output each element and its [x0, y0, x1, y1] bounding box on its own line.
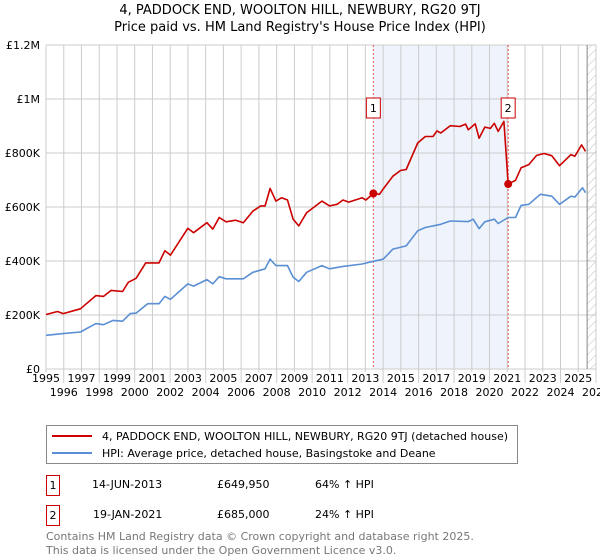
transaction-hpi-change: 24% ↑ HPI — [315, 508, 374, 521]
x-tick-label: 1996 — [50, 386, 78, 399]
transaction-price: £649,950 — [217, 478, 270, 491]
x-tick-label: 2001 — [138, 372, 166, 385]
sale-label: 1 — [370, 102, 377, 115]
sale-point — [504, 180, 513, 189]
x-tick-label: 2003 — [174, 372, 202, 385]
transaction-number: 2 — [46, 505, 60, 526]
legend-blue-line — [52, 452, 92, 454]
x-tick-label: 2002 — [156, 386, 184, 399]
x-tick-label: 2018 — [440, 386, 468, 399]
chart-title: 4, PADDOCK END, WOOLTON HILL, NEWBURY, R… — [119, 3, 481, 18]
sale-point — [369, 189, 378, 198]
x-tick-label: 2012 — [334, 386, 362, 399]
x-tick-label: 2025 — [564, 372, 592, 385]
x-tick-label: 2021 — [493, 372, 521, 385]
x-tick-label: 2005 — [209, 372, 237, 385]
y-tick-label: £800K — [5, 147, 41, 160]
x-tick-label: 2022 — [511, 386, 539, 399]
x-tick-label: 2013 — [351, 372, 379, 385]
y-tick-label: £200K — [5, 309, 41, 322]
x-tick-label: 2009 — [280, 372, 308, 385]
x-tick-label: 2023 — [529, 372, 557, 385]
hpi-line — [45, 187, 587, 337]
transaction-row: 1 14-JUN-2013 £649,950 64% ↑ HPI — [46, 475, 546, 496]
x-tick-label: 1999 — [103, 372, 131, 385]
chart-subtitle: Price paid vs. HM Land Registry's House … — [114, 20, 486, 35]
x-tick-label: 2015 — [387, 372, 415, 385]
transaction-row: 2 19-JAN-2021 £685,000 24% ↑ HPI — [46, 505, 546, 526]
x-tick-label: 2016 — [405, 386, 433, 399]
x-tick-label: 2008 — [263, 386, 291, 399]
x-tick-label: 1995 — [32, 372, 60, 385]
x-tick-label: 2017 — [422, 372, 450, 385]
footer-copyright: Contains HM Land Registry data © Crown c… — [46, 530, 474, 543]
legend-hpi-label: HPI: Average price, detached house, Basi… — [102, 446, 436, 460]
y-tick-label: £1M — [17, 93, 41, 106]
transaction-price: £685,000 — [217, 508, 270, 521]
x-tick-label: 2011 — [316, 372, 344, 385]
footer-licence: This data is licensed under the Open Gov… — [46, 544, 397, 557]
sale-label-box — [500, 97, 516, 119]
x-tick-label: 2007 — [245, 372, 273, 385]
legend-property-label: 4, PADDOCK END, WOOLTON HILL, NEWBURY, R… — [102, 429, 509, 443]
property-price-line — [45, 120, 587, 316]
sale-label-box — [365, 97, 381, 119]
legend-item-property: 4, PADDOCK END, WOOLTON HILL, NEWBURY, R… — [52, 428, 508, 444]
transaction-date: 14-JUN-2013 — [92, 478, 163, 491]
y-tick-label: £600K — [5, 201, 41, 214]
x-tick-label: 2020 — [476, 386, 504, 399]
x-tick-label: 2010 — [298, 386, 326, 399]
x-tick-label: 2026 — [582, 386, 600, 399]
sale-label: 2 — [505, 102, 512, 115]
x-tick-label: 2024 — [547, 386, 575, 399]
y-tick-label: £1.2M — [6, 39, 40, 52]
legend-red-line — [52, 435, 92, 437]
legend: 4, PADDOCK END, WOOLTON HILL, NEWBURY, R… — [46, 425, 518, 464]
x-tick-label: 2019 — [458, 372, 486, 385]
transaction-date: 19-JAN-2021 — [93, 508, 163, 521]
x-tick-label: 1998 — [85, 386, 113, 399]
x-tick-label: 2000 — [121, 386, 149, 399]
x-tick-label: 2004 — [192, 386, 220, 399]
x-tick-label: 2014 — [369, 386, 397, 399]
transaction-number: 1 — [46, 475, 60, 496]
price-chart: 1995199619971998199920002001200220032004… — [5, 39, 600, 399]
x-tick-label: 1997 — [67, 372, 95, 385]
transaction-hpi-change: 64% ↑ HPI — [315, 478, 374, 491]
x-tick-label: 2006 — [227, 386, 255, 399]
y-tick-label: £0 — [26, 363, 40, 376]
y-tick-label: £400K — [5, 255, 41, 268]
legend-item-hpi: HPI: Average price, detached house, Basi… — [52, 445, 436, 461]
